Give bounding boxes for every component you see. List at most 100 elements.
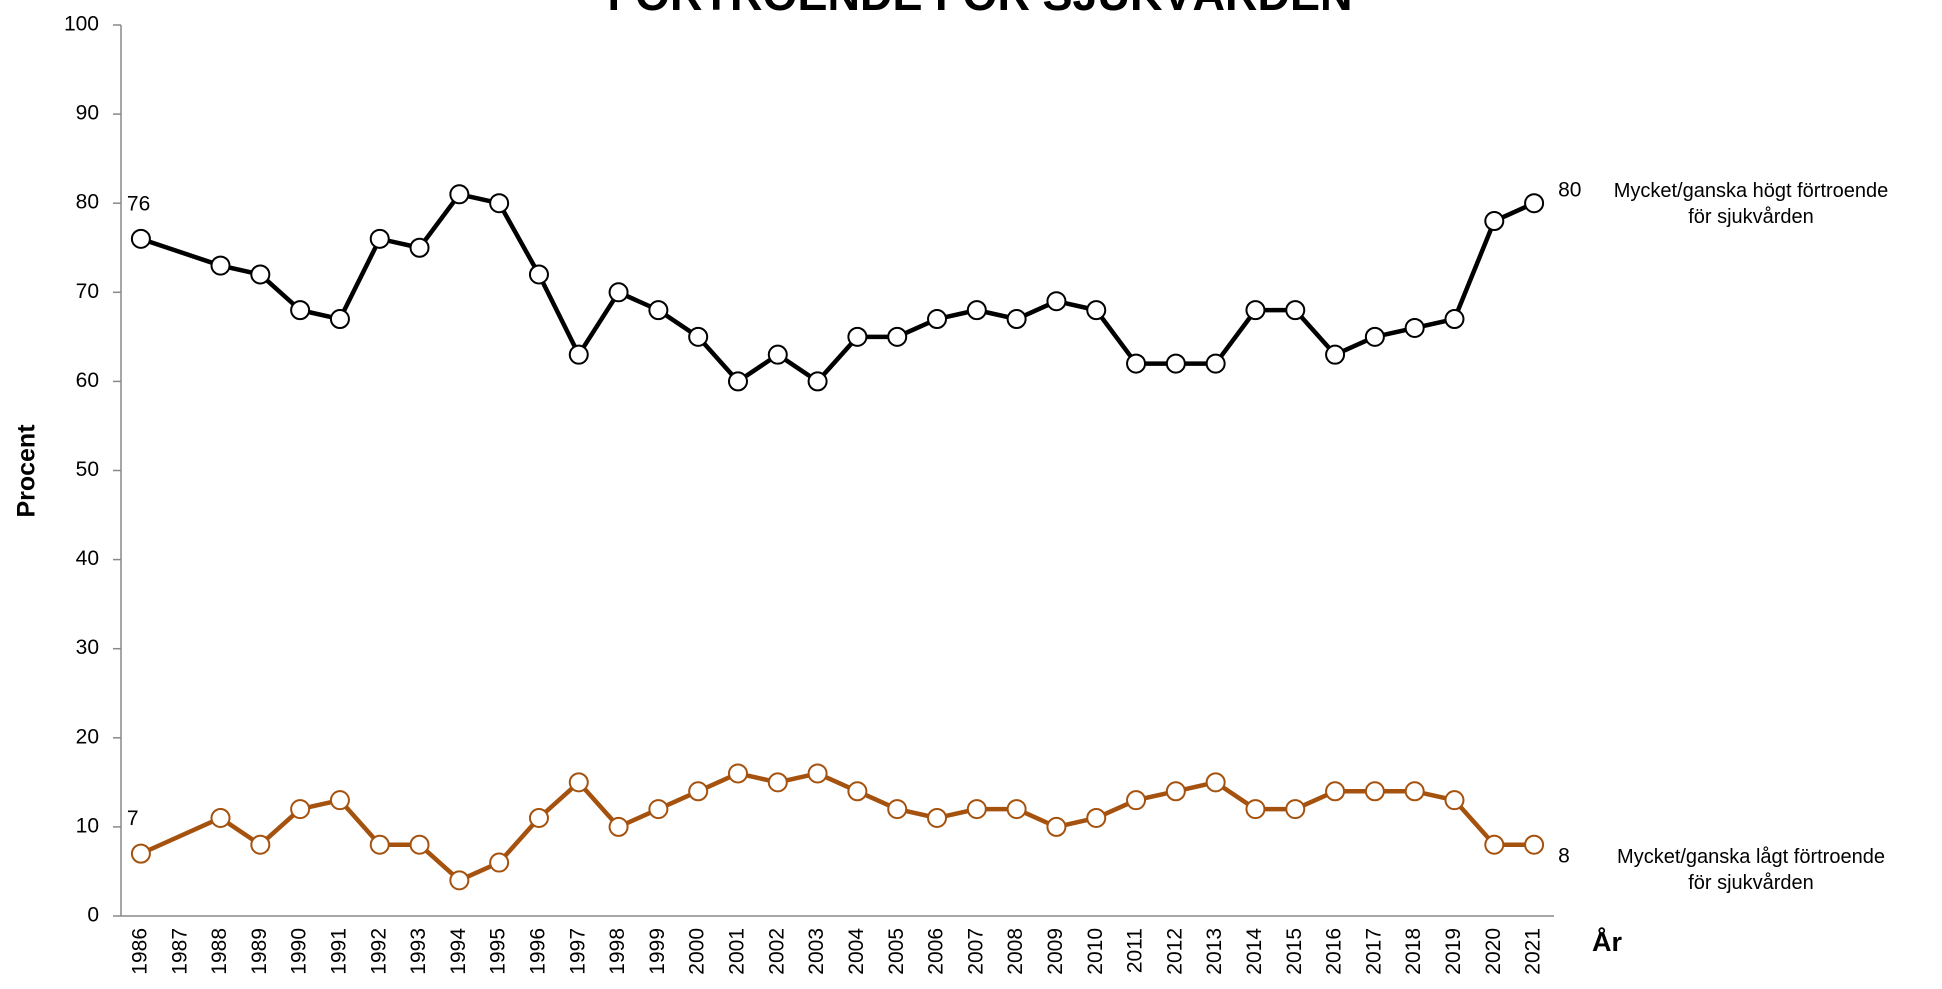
- marker: [648, 300, 669, 321]
- marker: [1245, 799, 1266, 820]
- x-tick-label: 1996: [527, 928, 550, 975]
- x-tick-label: 2011: [1124, 928, 1147, 973]
- marker: [1285, 300, 1306, 321]
- marker: [449, 870, 470, 891]
- marker: [409, 237, 430, 258]
- x-tick-label: 1988: [208, 928, 231, 975]
- marker: [250, 834, 271, 855]
- marker: [1285, 799, 1306, 820]
- x-tick-label: 2018: [1402, 928, 1425, 975]
- marker: [887, 326, 908, 347]
- x-tick-label: 2001: [726, 928, 749, 975]
- marker: [1046, 291, 1067, 312]
- series-label: Mycket/ganska lågt förtroende för sjukvå…: [1617, 845, 1885, 894]
- marker: [727, 763, 748, 784]
- data-label: 80: [1558, 179, 1581, 202]
- marker: [489, 852, 510, 873]
- x-tick-label: 2021: [1522, 928, 1545, 975]
- x-tick-label: 1990: [288, 928, 311, 975]
- marker: [1364, 781, 1385, 802]
- x-tick-label: 2020: [1482, 928, 1505, 975]
- x-tick-label: 2017: [1362, 928, 1385, 975]
- y-tick-label: 70: [76, 280, 99, 303]
- x-tick-label: 2005: [885, 928, 908, 975]
- marker: [329, 790, 350, 811]
- y-tick-label: 50: [76, 458, 99, 481]
- x-tick-label: 1992: [367, 928, 390, 975]
- x-tick-label: 2012: [1163, 928, 1186, 975]
- marker: [966, 799, 987, 820]
- marker: [528, 264, 549, 285]
- marker: [329, 309, 350, 330]
- marker: [1006, 799, 1027, 820]
- x-tick-label: 1994: [447, 928, 470, 975]
- x-tick-label: 2009: [1044, 928, 1067, 975]
- x-tick-label: 2003: [805, 928, 828, 975]
- x-axis-label: År: [1592, 926, 1622, 957]
- marker: [290, 799, 311, 820]
- marker: [847, 781, 868, 802]
- marker: [528, 807, 549, 828]
- marker: [1165, 353, 1186, 374]
- marker: [767, 772, 788, 793]
- marker: [688, 781, 709, 802]
- y-axis-label: Procent: [13, 424, 41, 518]
- marker: [1484, 211, 1505, 232]
- marker: [409, 834, 430, 855]
- y-tick-label: 20: [76, 725, 99, 748]
- line: [139, 771, 1535, 883]
- x-tick-label: 1986: [128, 928, 151, 975]
- x-tick-label: 2002: [765, 928, 788, 975]
- marker: [1325, 344, 1346, 365]
- marker: [210, 255, 231, 276]
- marker: [449, 184, 470, 205]
- marker: [1524, 193, 1545, 214]
- x-tick-label: 2006: [925, 928, 948, 975]
- marker: [1364, 326, 1385, 347]
- x-tick-label: 2000: [686, 928, 709, 975]
- marker: [1126, 353, 1147, 374]
- marker: [727, 371, 748, 392]
- x-tick-label: 2013: [1203, 928, 1226, 975]
- marker: [1086, 807, 1107, 828]
- chart-title: FÖRTROENDE FÖR SJUKVÅRDEN: [607, 0, 1352, 20]
- marker: [130, 228, 151, 249]
- x-tick-label: 1993: [407, 928, 430, 975]
- marker: [210, 807, 231, 828]
- data-label: 8: [1558, 844, 1570, 867]
- x-tick-label: 1999: [646, 928, 669, 975]
- y-tick-label: 10: [76, 814, 99, 837]
- y-tick-label: 90: [76, 102, 99, 125]
- marker: [1086, 300, 1107, 321]
- marker: [966, 300, 987, 321]
- x-tick-label: 1998: [606, 928, 629, 975]
- line: [140, 192, 1536, 384]
- marker: [608, 816, 629, 837]
- marker: [1404, 317, 1425, 338]
- y-tick-label: 80: [76, 191, 99, 214]
- marker: [568, 772, 589, 793]
- marker: [369, 834, 390, 855]
- marker: [887, 799, 908, 820]
- marker: [1006, 309, 1027, 330]
- marker: [1205, 353, 1226, 374]
- x-tick-label: 2007: [964, 928, 987, 975]
- data-label: 7: [127, 807, 139, 830]
- marker: [767, 344, 788, 365]
- x-tick-label: 2010: [1084, 928, 1107, 975]
- x-tick-label: 1987: [168, 928, 191, 975]
- y-tick-label: 0: [87, 904, 99, 927]
- y-tick-label: 40: [76, 547, 99, 570]
- x-tick-label: 2016: [1323, 928, 1346, 975]
- x-tick-label: 1995: [487, 928, 510, 975]
- marker: [369, 228, 390, 249]
- y-tick-label: 100: [64, 13, 99, 36]
- marker: [1165, 781, 1186, 802]
- x-tick-label: 1991: [327, 928, 350, 975]
- marker: [807, 763, 828, 784]
- x-tick-label: 2015: [1283, 928, 1306, 975]
- marker: [688, 326, 709, 347]
- marker: [1126, 790, 1147, 811]
- marker: [648, 799, 669, 820]
